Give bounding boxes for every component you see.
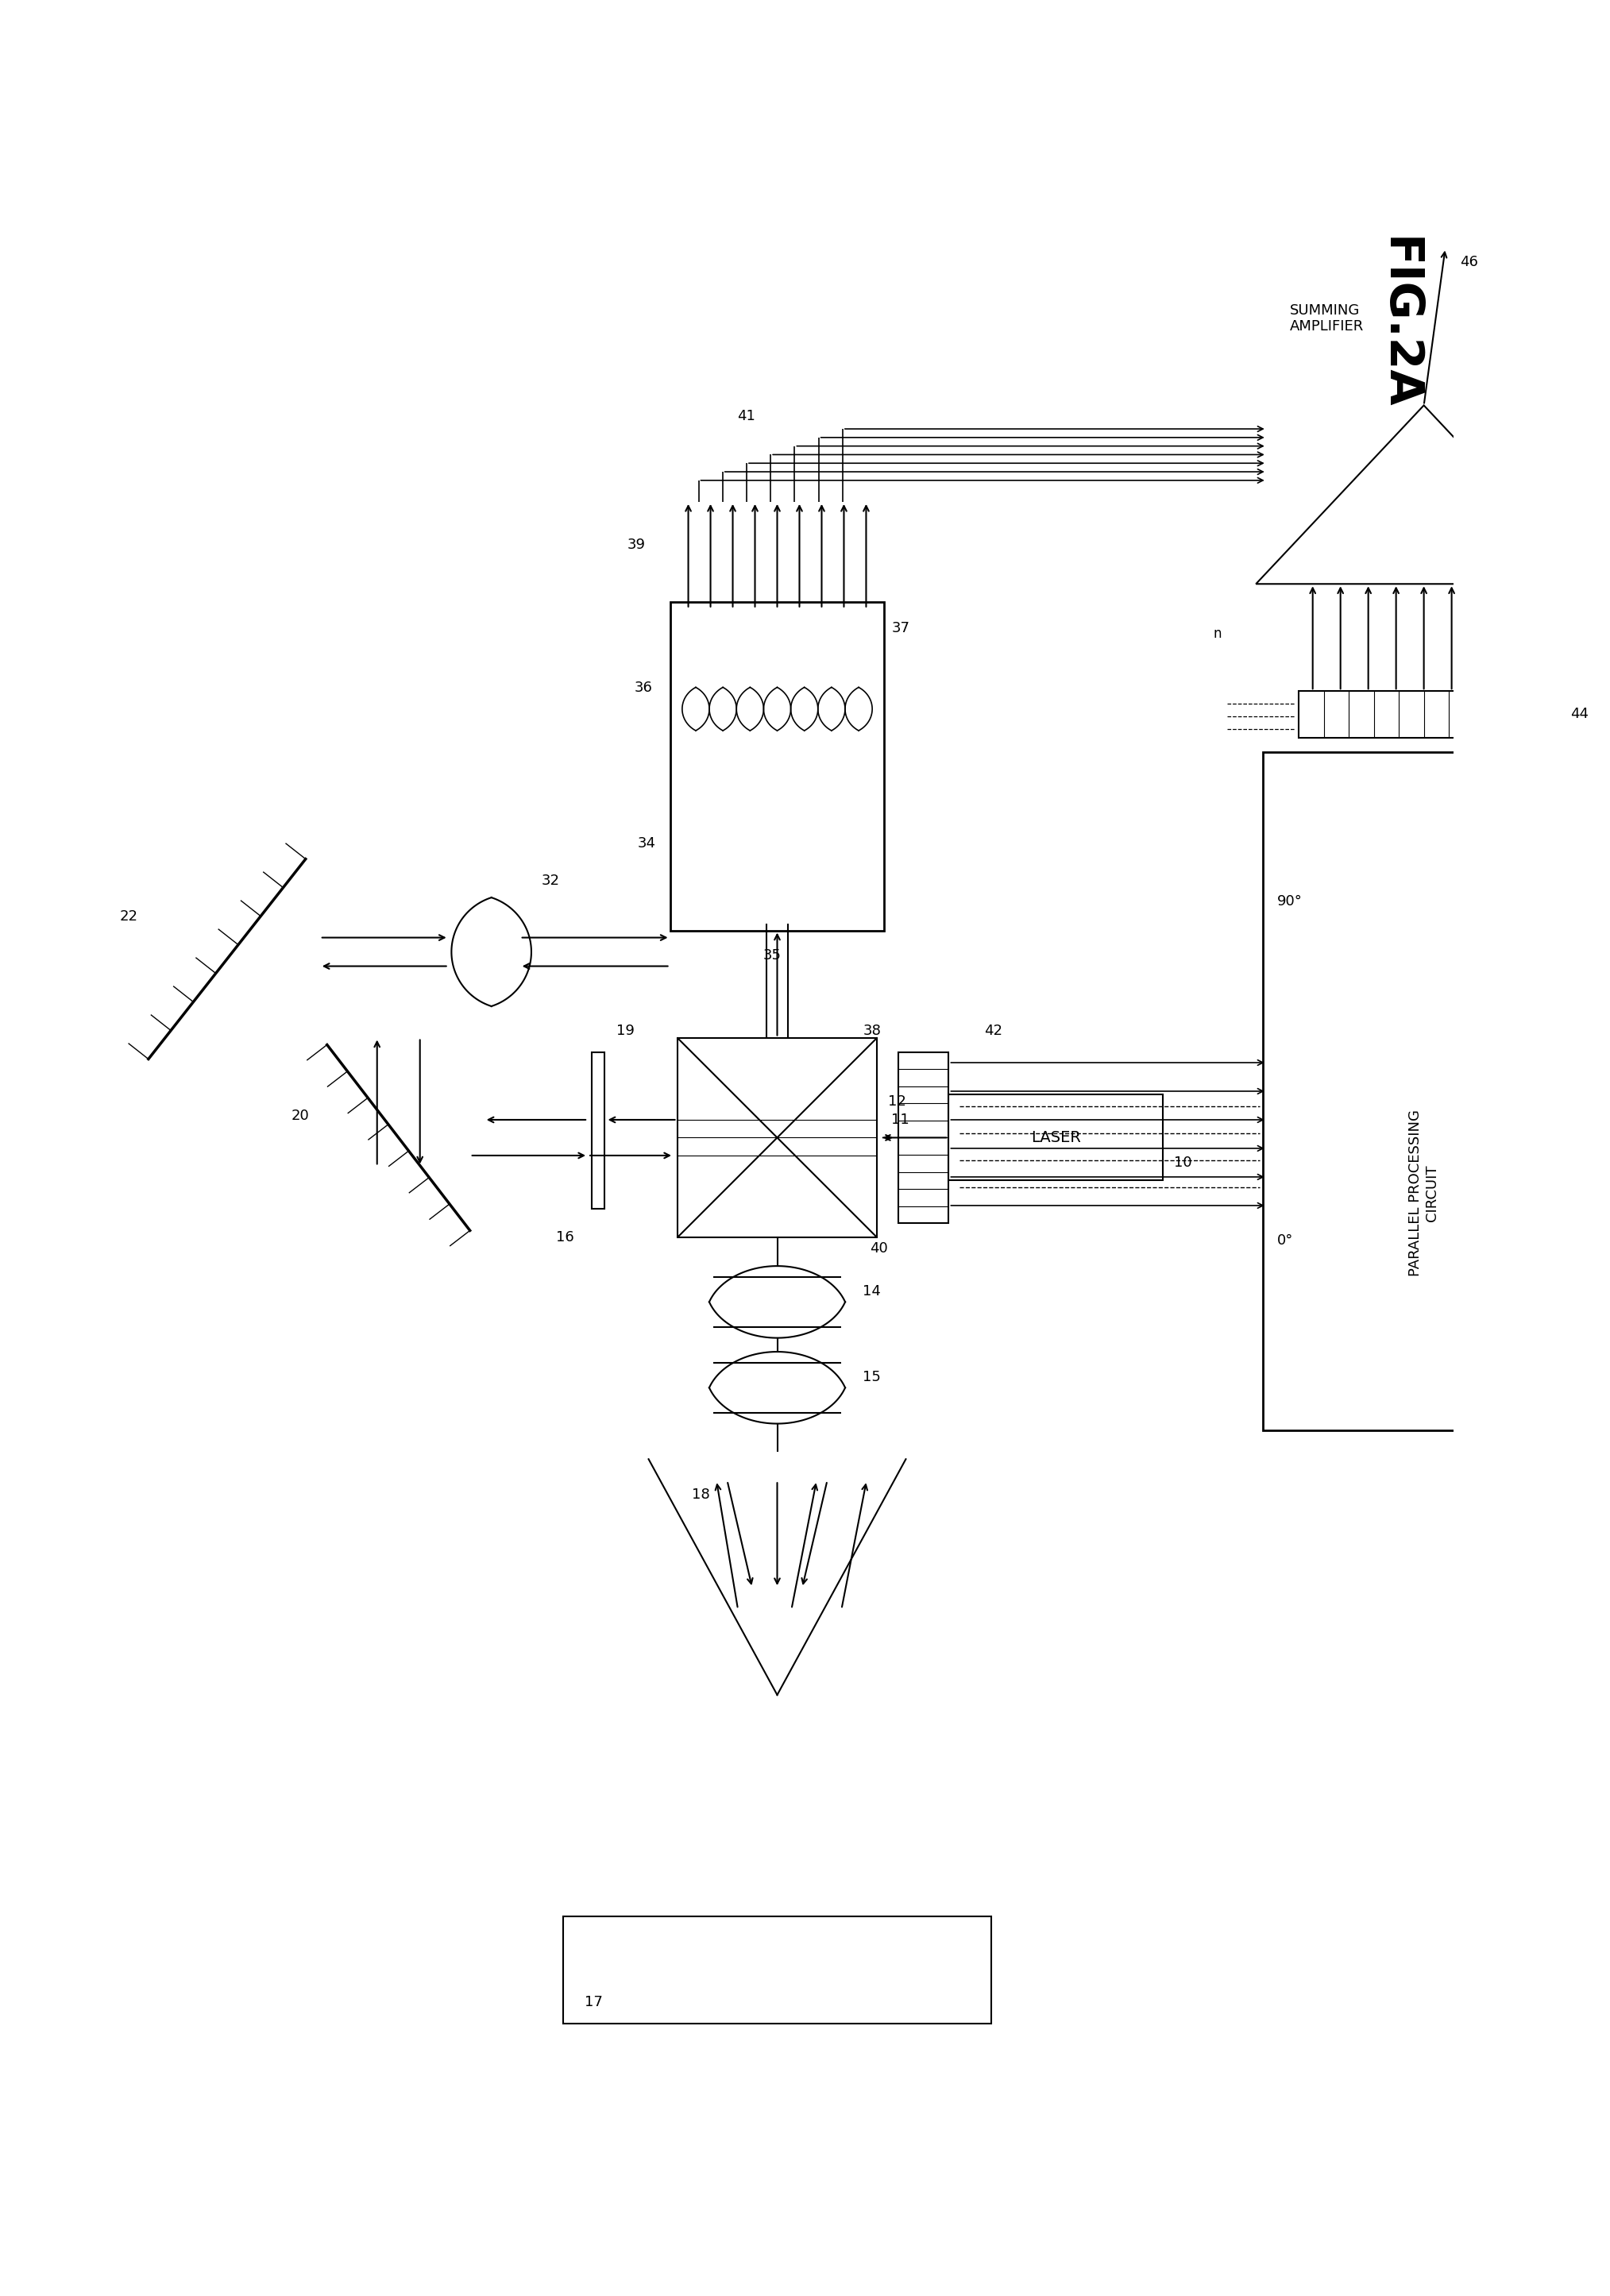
Text: 18: 18 (691, 1488, 710, 1502)
Text: 19: 19 (617, 1024, 634, 1038)
Text: 15: 15 (863, 1371, 881, 1384)
Bar (564, 1917, 992, 2023)
Text: 11: 11 (892, 1114, 910, 1127)
Text: 40: 40 (869, 1242, 889, 1256)
Text: 22: 22 (119, 909, 138, 923)
Text: 41: 41 (737, 409, 755, 422)
Text: LASER: LASER (1030, 1130, 1080, 1146)
Text: 34: 34 (638, 836, 657, 850)
Text: 10: 10 (1174, 1155, 1191, 1169)
Text: 35: 35 (763, 948, 781, 962)
Bar (948, 1095, 1162, 1180)
Bar (1299, 691, 1549, 737)
Text: 37: 37 (892, 622, 910, 636)
Text: 20: 20 (291, 1109, 309, 1123)
Text: 14: 14 (863, 1283, 881, 1300)
Text: FIG.2A: FIG.2A (1377, 236, 1422, 409)
Bar (678, 608, 877, 647)
Bar (678, 1038, 877, 1238)
Text: 46: 46 (1460, 255, 1478, 269)
Bar (898, 1052, 948, 1224)
Text: 12: 12 (889, 1095, 906, 1109)
Text: 17: 17 (584, 1995, 602, 2009)
Text: 39: 39 (628, 537, 646, 551)
Text: 0°: 0° (1277, 1233, 1293, 1247)
Text: 90°: 90° (1277, 893, 1302, 909)
Text: 38: 38 (863, 1024, 881, 1038)
Bar (678, 723, 877, 923)
Text: n: n (1212, 627, 1222, 641)
Bar (591, 1052, 604, 1210)
Text: PARALLEL PROCESSING
CIRCUIT: PARALLEL PROCESSING CIRCUIT (1409, 1109, 1439, 1277)
Bar (670, 602, 884, 930)
Text: 44: 44 (1570, 707, 1589, 721)
Polygon shape (1256, 406, 1592, 583)
Bar (1264, 751, 1584, 1430)
Text: 36: 36 (634, 680, 652, 696)
Text: SUMMING
AMPLIFIER: SUMMING AMPLIFIER (1290, 303, 1364, 333)
Text: 16: 16 (555, 1231, 573, 1244)
Text: 42: 42 (984, 1024, 1003, 1038)
Text: 32: 32 (541, 872, 560, 889)
